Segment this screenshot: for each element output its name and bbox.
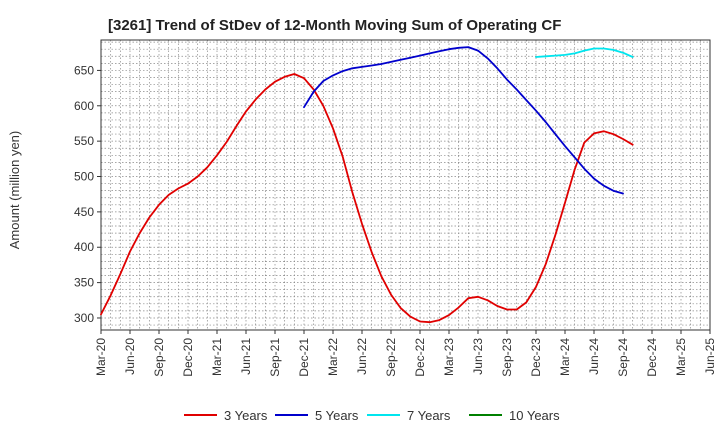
y-axis-label: Amount (million yen) — [7, 131, 22, 250]
x-tick-label: Sep-20 — [152, 338, 166, 377]
x-tick-label: Mar-24 — [558, 338, 572, 376]
x-tick-label: Mar-22 — [326, 338, 340, 376]
y-tick-label: 400 — [74, 240, 94, 254]
series-line-5-years — [303, 46, 624, 195]
x-tick-label: Jun-21 — [239, 338, 253, 375]
x-tick-label: Dec-21 — [297, 338, 311, 377]
y-tick-label: 550 — [74, 134, 94, 148]
legend-label: 7 Years — [407, 408, 451, 423]
y-axis-ticks: 300 350 400 450 500 550 600 650 — [74, 63, 101, 325]
legend-label: 10 Years — [509, 408, 560, 423]
chart-title: [3261] Trend of StDev of 12-Month Moving… — [108, 17, 561, 34]
x-tick-label: Sep-21 — [268, 338, 282, 377]
x-tick-label: Dec-22 — [413, 338, 427, 377]
legend-label: 5 Years — [315, 408, 359, 423]
x-tick-label: Sep-23 — [500, 338, 514, 377]
x-tick-label: Jun-24 — [587, 338, 601, 375]
x-tick-label: Jun-20 — [123, 338, 137, 375]
y-tick-label: 300 — [74, 311, 94, 325]
legend: 3 Years 5 Years 7 Years 10 Years — [184, 408, 560, 423]
x-tick-label: Jun-25 — [703, 338, 717, 375]
x-tick-label: Mar-23 — [442, 338, 456, 376]
x-tick-label: Dec-24 — [645, 338, 659, 377]
y-tick-label: 600 — [74, 99, 94, 113]
y-tick-label: 450 — [74, 205, 94, 219]
y-tick-label: 350 — [74, 276, 94, 290]
y-tick-label: 500 — [74, 170, 94, 184]
x-tick-label: Jun-22 — [355, 338, 369, 375]
series-line-7-years — [535, 47, 634, 58]
x-tick-label: Dec-23 — [529, 338, 543, 377]
x-tick-label: Mar-21 — [210, 338, 224, 376]
series-lines — [100, 46, 634, 324]
x-tick-label: Jun-23 — [471, 338, 485, 375]
x-tick-label: Sep-24 — [616, 338, 630, 377]
legend-label: 3 Years — [224, 408, 268, 423]
series-line-3-years — [100, 73, 634, 324]
plot-frame — [100, 39, 711, 331]
y-tick-label: 650 — [74, 63, 94, 77]
grid — [101, 40, 710, 330]
x-tick-label: Mar-25 — [674, 338, 688, 376]
x-tick-label: Sep-22 — [384, 338, 398, 377]
x-axis-ticks: Mar-20 Jun-20 Sep-20 Dec-20 Mar-21 Jun-21 Sep-… — [94, 330, 717, 377]
x-tick-label: Mar-20 — [94, 338, 108, 376]
x-tick-label: Dec-20 — [181, 338, 195, 377]
